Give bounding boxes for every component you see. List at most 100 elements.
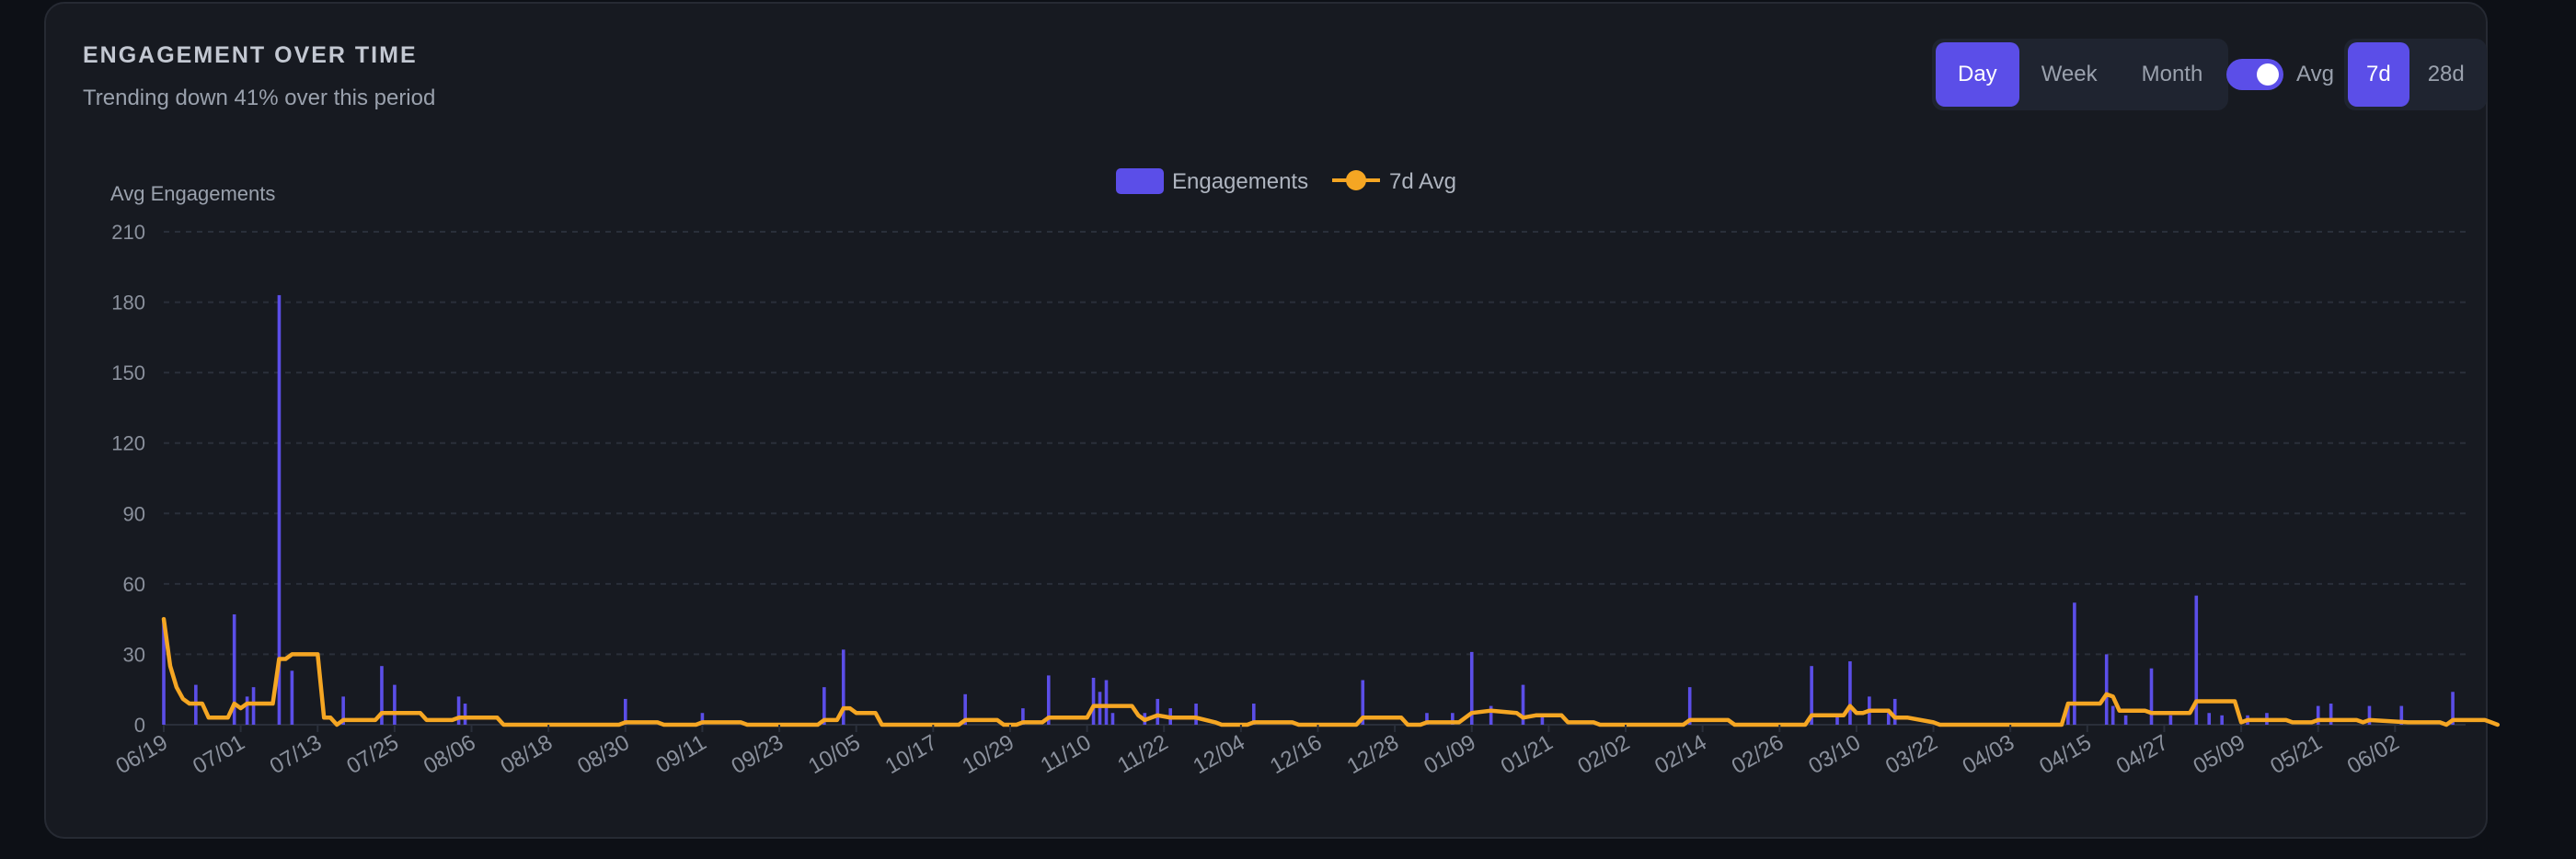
bar[interactable]	[1046, 675, 1051, 725]
x-tick-label: 12/04	[1189, 730, 1249, 779]
x-tick-label: 06/02	[2343, 730, 2404, 779]
bar[interactable]	[822, 687, 826, 725]
bar[interactable]	[963, 693, 967, 725]
x-tick-label: 12/28	[1343, 730, 1404, 779]
bar[interactable]	[2220, 715, 2224, 725]
x-tick-label: 02/26	[1728, 730, 1788, 779]
bar[interactable]	[1835, 715, 1839, 725]
x-tick-label: 11/22	[1113, 730, 1172, 779]
x-tick-label: 02/14	[1650, 730, 1711, 779]
x-tick-label: 08/06	[420, 730, 480, 779]
bar[interactable]	[1810, 666, 1813, 725]
bar[interactable]	[1425, 713, 1429, 725]
bar[interactable]	[2073, 602, 2076, 725]
bar[interactable]	[341, 696, 345, 725]
bar[interactable]	[841, 649, 845, 725]
x-tick-label: 08/30	[573, 730, 634, 779]
toggle-knob	[2257, 63, 2279, 86]
bar[interactable]	[1540, 715, 1545, 725]
card-title: ENGAGEMENT OVER TIME	[83, 42, 418, 68]
x-tick-label: 03/10	[1804, 730, 1865, 779]
x-tick-label: 08/18	[497, 730, 558, 779]
window-switch: 7d 28d	[2344, 39, 2487, 110]
y-tick-label: 30	[123, 643, 145, 666]
bar[interactable]	[1156, 698, 1160, 725]
granularity-week-button[interactable]: Week	[2041, 62, 2098, 86]
bars	[162, 294, 2455, 725]
x-tick-label: 09/23	[728, 730, 788, 779]
window-28d-button[interactable]: 28d	[2427, 62, 2465, 86]
bar[interactable]	[2451, 692, 2455, 725]
avg-toggle[interactable]	[2226, 59, 2283, 90]
bar[interactable]	[623, 698, 627, 725]
bar[interactable]	[245, 696, 249, 725]
engagement-card	[44, 2, 2488, 839]
bar[interactable]	[2066, 704, 2070, 725]
bar[interactable]	[2123, 715, 2128, 725]
window-7d-button[interactable]: 7d	[2348, 42, 2409, 107]
grid-lines	[164, 231, 2466, 726]
bar[interactable]	[2367, 705, 2372, 725]
x-axis: 06/19 07/01 07/13 07/25 08/06 08/18 08/30 09/11…	[111, 725, 2403, 779]
bar[interactable]	[700, 713, 705, 725]
y-axis: 0 30 60 90 120 150 180 210	[111, 221, 145, 737]
y-tick-label: 120	[111, 432, 145, 455]
bar[interactable]	[1104, 680, 1109, 725]
bar[interactable]	[1194, 704, 1198, 725]
bar[interactable]	[1091, 677, 1096, 725]
bar[interactable]	[1110, 713, 1115, 725]
bar[interactable]	[277, 294, 282, 725]
avg-toggle-label: Avg	[2296, 62, 2334, 86]
x-tick-label: 07/25	[342, 730, 403, 779]
bar[interactable]	[1251, 704, 1256, 725]
x-tick-label: 05/21	[2266, 730, 2327, 779]
bar[interactable]	[290, 670, 294, 725]
x-tick-label: 02/02	[1573, 730, 1634, 779]
bar[interactable]	[1489, 705, 1493, 725]
bar[interactable]	[251, 687, 256, 725]
bar[interactable]	[1469, 651, 1474, 725]
granularity-day-button[interactable]: Day	[1936, 42, 2019, 107]
x-tick-label: 07/13	[266, 730, 327, 779]
bar[interactable]	[2168, 715, 2173, 725]
card-subtitle: Trending down 41% over this period	[83, 86, 436, 110]
x-tick-label: 03/22	[1881, 730, 1942, 779]
x-tick-label: 05/09	[2190, 730, 2250, 779]
bar[interactable]	[1687, 687, 1692, 725]
bar[interactable]	[2207, 713, 2212, 725]
x-tick-label: 01/21	[1497, 730, 1558, 779]
bar[interactable]	[1521, 684, 1525, 725]
x-tick-label: 01/09	[1420, 730, 1480, 779]
y-axis-label: Avg Engagements	[110, 182, 275, 205]
bar[interactable]	[2104, 654, 2109, 725]
bar[interactable]	[463, 704, 467, 725]
bar[interactable]	[2110, 705, 2115, 725]
x-tick-label: 12/16	[1266, 730, 1327, 779]
bar[interactable]	[393, 684, 397, 725]
x-tick-label: 10/29	[958, 730, 1018, 779]
x-tick-label: 09/11	[651, 730, 710, 779]
x-tick-label: 04/15	[2035, 730, 2096, 779]
bar[interactable]	[456, 696, 461, 725]
bar[interactable]	[1848, 661, 1852, 725]
y-tick-label: 180	[111, 292, 145, 315]
bar[interactable]	[2329, 704, 2333, 725]
bar[interactable]	[2149, 668, 2154, 725]
x-tick-label: 07/01	[189, 730, 249, 779]
bar[interactable]	[2316, 705, 2320, 725]
legend-label-engagements[interactable]: Engagements	[1172, 169, 1308, 194]
bar[interactable]	[1021, 708, 1025, 725]
legend-label-avg[interactable]: 7d Avg	[1389, 169, 1456, 194]
granularity-month-button[interactable]: Month	[2141, 62, 2203, 86]
bar[interactable]	[1892, 698, 1897, 725]
bar[interactable]	[380, 666, 384, 725]
bar[interactable]	[1361, 680, 1365, 725]
bar[interactable]	[1886, 713, 1891, 725]
bar[interactable]	[162, 619, 166, 725]
bar[interactable]	[1098, 692, 1102, 725]
x-tick-label: 11/10	[1037, 730, 1096, 779]
bar[interactable]	[2194, 595, 2199, 725]
bar[interactable]	[1451, 713, 1455, 725]
bar[interactable]	[232, 614, 236, 725]
bar[interactable]	[2399, 705, 2404, 725]
